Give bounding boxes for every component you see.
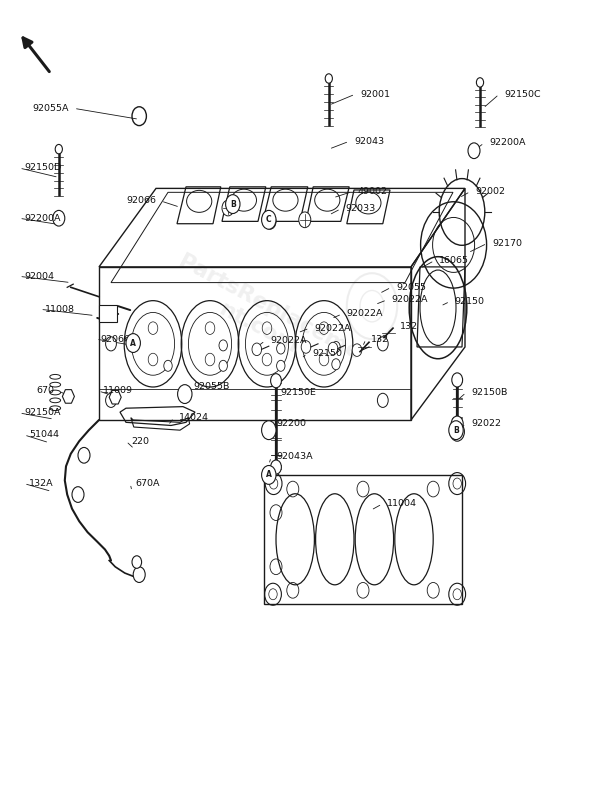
- Text: 92004: 92004: [24, 272, 54, 281]
- Circle shape: [262, 466, 276, 484]
- Circle shape: [450, 422, 464, 441]
- Circle shape: [449, 421, 463, 440]
- Text: 92043: 92043: [354, 137, 384, 146]
- Text: 14024: 14024: [179, 413, 209, 422]
- Text: 132A: 132A: [29, 479, 53, 488]
- Circle shape: [468, 143, 480, 159]
- Text: 92150E: 92150E: [281, 388, 317, 397]
- Text: 670: 670: [36, 386, 54, 396]
- Circle shape: [55, 144, 62, 154]
- Text: 92055B: 92055B: [193, 382, 230, 391]
- Circle shape: [272, 375, 280, 385]
- Circle shape: [299, 212, 311, 228]
- Text: B: B: [453, 425, 459, 435]
- Text: 92066: 92066: [126, 196, 156, 206]
- Circle shape: [332, 341, 340, 352]
- Text: 92022A: 92022A: [270, 336, 307, 345]
- Text: 92043A: 92043A: [276, 452, 313, 462]
- Text: 92150D: 92150D: [24, 163, 61, 173]
- Circle shape: [78, 447, 90, 463]
- Circle shape: [106, 393, 116, 407]
- Circle shape: [106, 337, 116, 351]
- Circle shape: [301, 341, 311, 353]
- Circle shape: [277, 343, 285, 354]
- Circle shape: [222, 200, 234, 216]
- Bar: [264, 475, 462, 604]
- Text: 670A: 670A: [135, 479, 160, 488]
- Text: 92150A: 92150A: [24, 408, 61, 418]
- Text: 92150: 92150: [455, 297, 485, 306]
- Text: 132: 132: [371, 334, 389, 344]
- Text: 92150: 92150: [312, 349, 342, 358]
- Text: 92033: 92033: [346, 204, 376, 214]
- Circle shape: [452, 373, 463, 387]
- Circle shape: [328, 342, 338, 355]
- Circle shape: [262, 421, 276, 440]
- Text: 92022A: 92022A: [392, 295, 428, 305]
- Circle shape: [377, 337, 388, 351]
- Text: 92200: 92200: [276, 419, 306, 429]
- Text: 92055A: 92055A: [32, 104, 69, 113]
- Text: C: C: [266, 215, 272, 225]
- Circle shape: [332, 359, 340, 370]
- Circle shape: [133, 567, 145, 582]
- Text: PartsReplaceme
nt.com: PartsReplaceme nt.com: [164, 251, 364, 385]
- Text: 92066A: 92066A: [101, 334, 137, 344]
- Circle shape: [72, 487, 84, 502]
- Text: 92055: 92055: [396, 283, 426, 292]
- Circle shape: [271, 460, 281, 474]
- Polygon shape: [109, 390, 121, 404]
- Text: 92200A: 92200A: [489, 138, 526, 148]
- Circle shape: [219, 340, 227, 351]
- Circle shape: [126, 334, 140, 352]
- Text: 11004: 11004: [387, 499, 417, 509]
- Text: A: A: [130, 338, 136, 348]
- Circle shape: [264, 214, 276, 229]
- Circle shape: [252, 343, 262, 356]
- Text: 92022A: 92022A: [314, 323, 351, 333]
- Text: 49002: 49002: [357, 187, 387, 196]
- Circle shape: [454, 375, 461, 385]
- Circle shape: [325, 74, 332, 83]
- Circle shape: [271, 374, 281, 388]
- Text: 92150C: 92150C: [504, 89, 541, 99]
- Circle shape: [476, 78, 484, 87]
- Text: 220: 220: [131, 436, 149, 446]
- Text: 16065: 16065: [439, 256, 469, 265]
- Text: 92002: 92002: [475, 187, 505, 196]
- Circle shape: [164, 360, 172, 371]
- Text: B: B: [230, 199, 236, 209]
- Circle shape: [178, 385, 192, 403]
- Circle shape: [277, 360, 285, 371]
- Circle shape: [132, 556, 142, 568]
- Text: A: A: [266, 470, 272, 480]
- Circle shape: [53, 210, 65, 226]
- Text: 132: 132: [400, 322, 418, 331]
- Text: 11009: 11009: [103, 386, 133, 396]
- Polygon shape: [62, 389, 74, 403]
- Text: 51044: 51044: [29, 430, 59, 440]
- Text: 11008: 11008: [45, 305, 75, 314]
- Circle shape: [219, 360, 227, 371]
- Text: 92001: 92001: [360, 89, 390, 99]
- Text: 92170: 92170: [492, 239, 522, 248]
- Circle shape: [262, 210, 276, 229]
- Text: 92150B: 92150B: [471, 388, 508, 397]
- Circle shape: [451, 416, 463, 432]
- Circle shape: [352, 344, 362, 356]
- Text: 92022A: 92022A: [347, 309, 383, 319]
- Circle shape: [226, 195, 240, 214]
- Text: 92022: 92022: [471, 419, 501, 429]
- Text: 92200A: 92200A: [24, 214, 61, 223]
- Circle shape: [377, 393, 388, 407]
- Bar: [99, 305, 117, 322]
